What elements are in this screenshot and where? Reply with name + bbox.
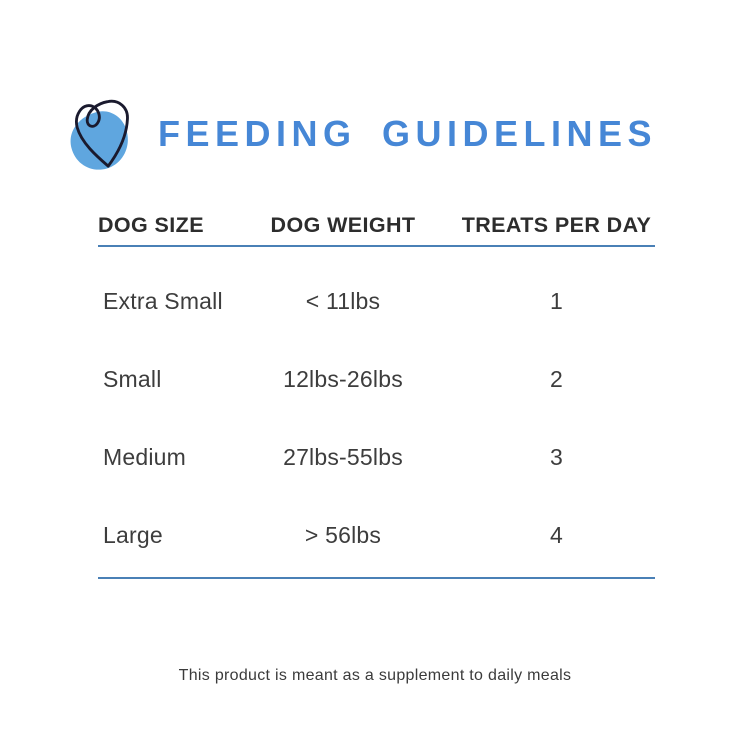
header: FEEDING GUIDELINES [58,86,657,182]
dog-weight-value: 27lbs-55lbs [283,443,403,470]
heart-outline-shape [75,99,129,168]
column-header-treats-per-day: TREATS PER DAY [461,212,652,237]
feeding-table: DOG SIZE DOG WEIGHT TREATS PER DAY Extra… [98,205,655,582]
treats-value: 1 [550,287,563,314]
column-header-dog-weight: DOG WEIGHT [270,212,416,237]
treats-value: 2 [550,365,563,392]
dog-size-value: Small [103,365,162,392]
dog-weight-value: < 11lbs [305,287,381,314]
supplement-note: This product is meant as a supplement to… [178,667,572,684]
heart-icon [70,99,129,170]
treats-value: 4 [550,521,563,548]
table-row: Small 12lbs-26lbs 2 [98,340,655,418]
dog-size-value: Large [103,521,163,548]
dog-size-value: Extra Small [103,287,223,314]
column-header-dog-size: DOG SIZE [98,212,204,237]
table-row: Extra Small < 11lbs 1 [98,262,655,340]
dog-weight-value: > 56lbs [304,521,382,548]
dog-weight-value: 12lbs-26lbs [283,365,403,392]
treats-value: 3 [550,443,563,470]
heart-blob-shape [70,111,128,170]
table-header-row: DOG SIZE DOG WEIGHT TREATS PER DAY [98,205,655,247]
page-title: FEEDING GUIDELINES [158,113,658,154]
table-body: Extra Small < 11lbs 1 Small 12lbs-26lbs … [98,247,655,574]
table-row: Medium 27lbs-55lbs 3 [98,418,655,496]
table-row: Large > 56lbs 4 [98,496,655,574]
table-bottom-rule [98,577,655,582]
dog-size-value: Medium [103,443,187,470]
